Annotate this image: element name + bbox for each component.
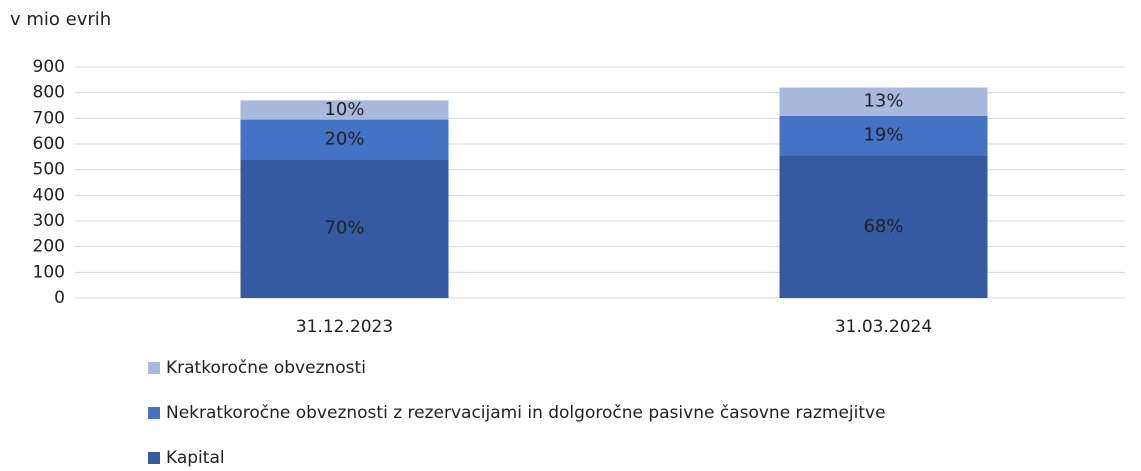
segment-label: 70% (324, 218, 364, 239)
x-tick-label: 31.03.2024 (835, 317, 932, 337)
y-tick-label: 900 (33, 57, 65, 77)
legend-swatch (148, 452, 160, 464)
y-tick-label: 800 (33, 83, 65, 103)
legend-label: Nekratkoročne obveznosti z rezervacijami… (166, 403, 886, 423)
y-tick-label: 100 (33, 262, 65, 282)
segment-label: 13% (863, 91, 903, 112)
legend-label: Kapital (166, 448, 225, 468)
legend-label: Kratkoročne obveznosti (166, 358, 366, 378)
bar-segment (240, 159, 449, 298)
y-tick-label: 0 (54, 288, 65, 308)
y-tick-label: 500 (33, 160, 65, 180)
legend-swatch (148, 407, 160, 419)
segment-label: 10% (324, 99, 364, 120)
bar-segment (779, 155, 988, 298)
bar-segment (240, 119, 449, 160)
y-tick-label: 300 (33, 211, 65, 231)
bar-segment (779, 87, 988, 116)
bar-segment (779, 115, 988, 156)
y-tick-label: 700 (33, 108, 65, 128)
y-tick-label: 200 (33, 237, 65, 257)
chart-title: v mio evrih (10, 9, 111, 30)
segment-label: 20% (324, 129, 364, 150)
segment-label: 19% (863, 125, 903, 146)
legend-swatch (148, 362, 160, 374)
y-tick-label: 400 (33, 185, 65, 205)
bar-segment (240, 100, 449, 120)
x-tick-label: 31.12.2023 (296, 317, 393, 337)
segment-label: 68% (863, 216, 903, 237)
y-tick-label: 600 (33, 134, 65, 154)
